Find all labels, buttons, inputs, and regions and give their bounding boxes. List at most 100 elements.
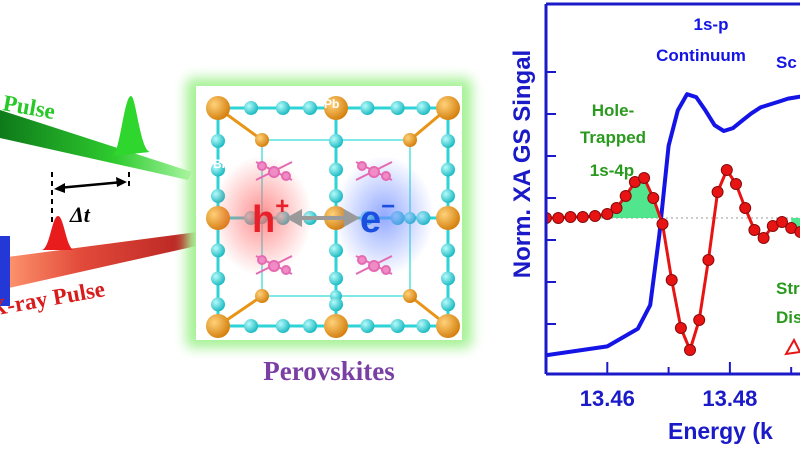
difference-point — [739, 202, 752, 214]
right-edge-label: Sc — [776, 53, 797, 72]
difference-point — [638, 172, 651, 184]
hole-cloud — [212, 156, 312, 276]
carrier-arrowhead-right — [344, 209, 360, 227]
strain-label-line2: Dis — [776, 308, 800, 327]
difference-point — [564, 211, 577, 223]
difference-point — [647, 192, 660, 204]
br-atom — [329, 134, 343, 148]
difference-point — [619, 190, 632, 202]
hole-label: h+ — [252, 193, 289, 241]
delay-label: Δt — [69, 202, 91, 227]
axis-ticks — [546, 71, 793, 374]
br-atom — [441, 297, 455, 312]
pb-atom — [436, 314, 460, 338]
perovskites-caption: Perovskites — [263, 356, 394, 386]
electron-label: e− — [360, 193, 395, 241]
difference-point — [576, 211, 589, 223]
difference-point — [693, 314, 706, 326]
difference-point — [776, 216, 788, 228]
br-atom — [329, 297, 343, 312]
hole-sign: + — [275, 193, 289, 220]
x-tick-labels: 13.46 13.48 — [580, 386, 758, 411]
br-atom — [244, 319, 259, 333]
delta-symbol — [784, 337, 800, 356]
br-atom-label: Br — [213, 157, 227, 171]
difference-point — [601, 208, 614, 220]
chart-marks — [546, 92, 800, 358]
br-atom — [360, 319, 375, 333]
br-atom — [329, 162, 343, 177]
difference-point — [589, 210, 601, 222]
pb-atom-label: Pb — [324, 97, 339, 111]
electron-cloud — [334, 156, 434, 276]
br-atom — [390, 101, 405, 115]
pb-atom — [403, 133, 417, 147]
difference-point — [656, 218, 669, 230]
hole-trapped-line2: Trapped — [580, 128, 646, 147]
difference-point — [702, 254, 715, 266]
difference-point — [730, 178, 742, 190]
difference-point — [674, 322, 687, 334]
x-tick-label: 13.46 — [580, 386, 635, 411]
br-atom — [416, 101, 431, 115]
hole-trapped-line1: Hole- — [592, 101, 635, 120]
pb-atom — [324, 314, 348, 338]
pb-atom — [206, 96, 230, 120]
strain-label-line1: Str — [776, 279, 800, 298]
probe-pulse-icon — [42, 216, 74, 250]
pb-atom — [255, 133, 269, 147]
continuum-label-line1: 1s-p — [694, 15, 729, 34]
y-axis-title: Norm. XA GS Singal — [509, 50, 536, 278]
br-atom — [275, 101, 290, 115]
x-axis-title: Energy (k — [668, 418, 773, 444]
difference-point — [684, 344, 696, 356]
center-panel: h+ e− Pb Br Perovskites — [186, 78, 472, 386]
electron-sign: − — [381, 193, 395, 220]
br-atom — [211, 297, 225, 312]
pb-atom — [436, 206, 460, 230]
pb-atom — [206, 314, 230, 338]
difference-point — [711, 186, 724, 198]
difference-point — [720, 164, 733, 176]
hole-trapped-fill — [558, 178, 663, 218]
delay-arrowhead-left — [54, 183, 65, 193]
difference-curve — [546, 168, 800, 352]
br-atom — [211, 162, 225, 177]
delay-arrow — [57, 180, 124, 190]
probe-beam — [0, 228, 232, 290]
gs-curve — [546, 92, 800, 358]
br-atom — [441, 134, 455, 148]
br-atom — [360, 101, 375, 115]
difference-point — [610, 202, 623, 214]
organic-cation-left — [255, 161, 293, 275]
sample-edge — [0, 236, 10, 306]
br-atom — [441, 271, 455, 286]
carrier-arrowhead-left — [286, 209, 302, 227]
br-atom — [244, 101, 259, 115]
difference-point — [748, 224, 761, 236]
br-atom — [441, 162, 455, 177]
difference-point — [794, 226, 800, 238]
br-atom — [211, 271, 225, 286]
x-tick-label: 13.48 — [702, 386, 757, 411]
pb-atom — [403, 289, 417, 303]
br-atom — [211, 134, 225, 148]
organic-cation-right — [355, 161, 393, 275]
delay-arrowhead-right — [116, 177, 127, 187]
br-atom — [416, 319, 431, 333]
br-atom — [303, 319, 318, 333]
plot-area — [546, 92, 800, 358]
right-panel: Norm. XA GS Singal 13.46 13.48 Energy (k … — [509, 2, 800, 444]
br-atom — [441, 189, 455, 203]
pb-atom — [436, 96, 460, 120]
br-atom — [303, 101, 318, 115]
br-atom — [275, 319, 290, 333]
pb-atom — [255, 289, 269, 303]
br-atom — [329, 271, 343, 286]
br-atom — [441, 243, 455, 258]
difference-point — [757, 232, 770, 244]
difference-point — [665, 274, 678, 286]
pb-atom — [324, 96, 348, 120]
hole-trapped-line3: 1s-4p — [590, 161, 634, 180]
